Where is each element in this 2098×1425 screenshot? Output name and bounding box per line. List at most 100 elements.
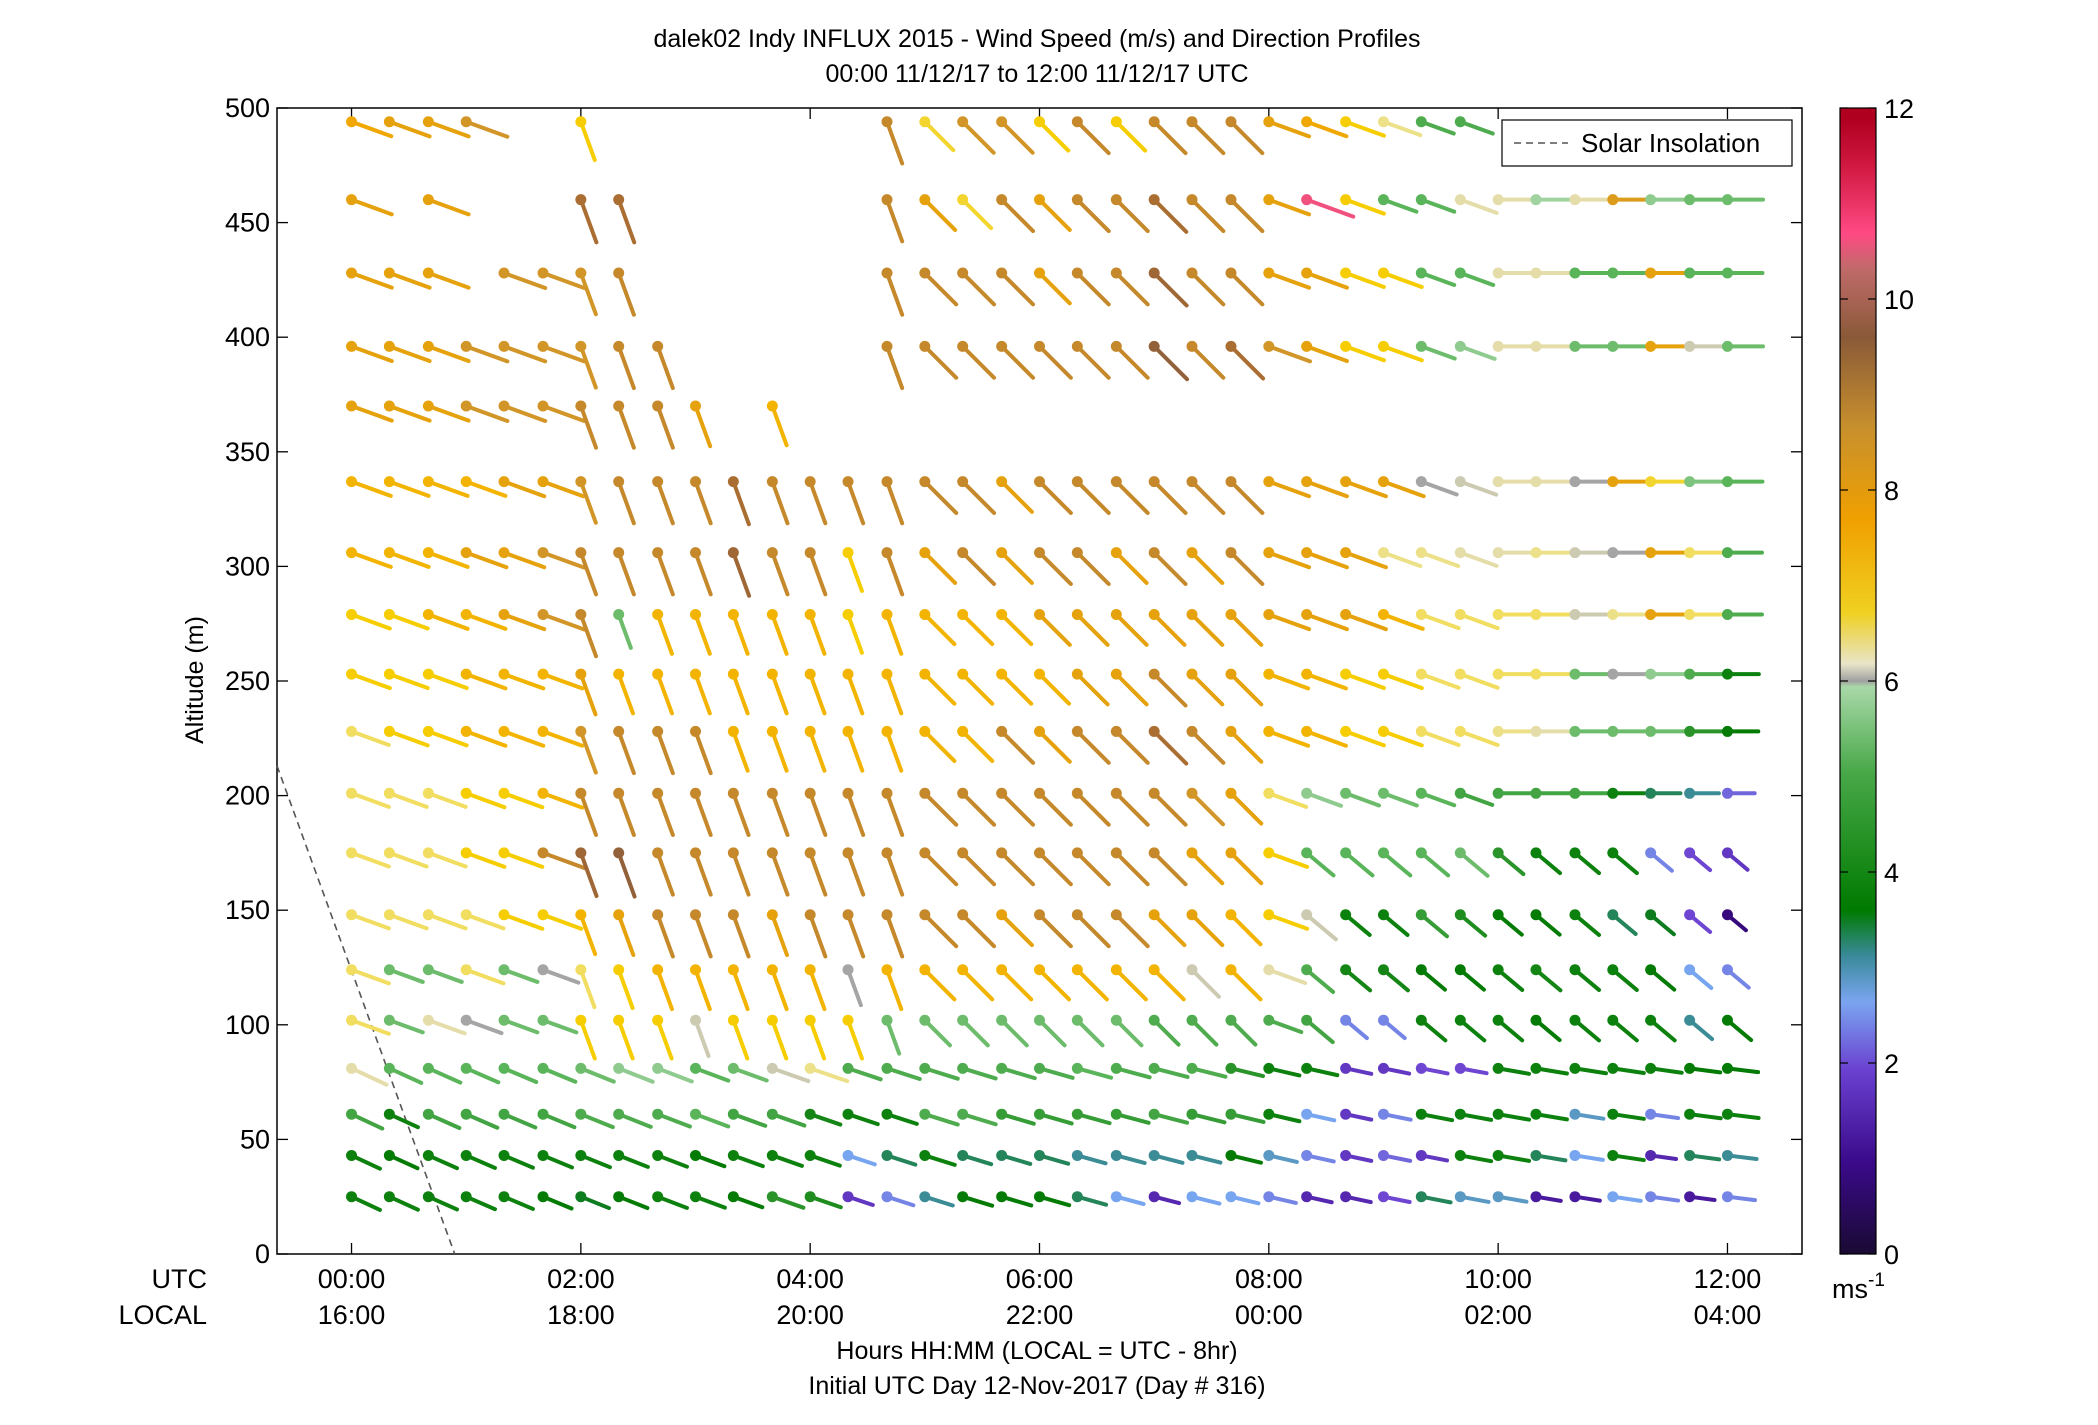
wind-barb-dot [1377, 340, 1389, 352]
wind-barb [1301, 668, 1348, 691]
wind-barb-dot [346, 909, 358, 921]
wind-barb-dot [460, 1014, 472, 1026]
wind-barb [1263, 476, 1312, 499]
wind-barb [804, 847, 828, 897]
wind-barb-shaft [1458, 271, 1496, 287]
wind-barb-dot [1301, 725, 1313, 737]
wind-barb [1415, 668, 1461, 690]
wind-barb-dot [1301, 547, 1313, 559]
wind-barb [537, 547, 587, 570]
wind-barb-dot [1569, 964, 1581, 976]
wind-barb-dot [1186, 909, 1198, 921]
wind-barb [1721, 847, 1750, 872]
wind-barb-shaft [1266, 912, 1310, 931]
wind-barb [690, 787, 713, 837]
wind-barb-dot [1377, 909, 1389, 921]
wind-barb-shaft [1343, 119, 1386, 138]
wind-barb [652, 609, 674, 656]
wind-barb [1569, 609, 1616, 621]
wind-barb [1645, 1062, 1684, 1075]
wind-barb-dot [881, 668, 893, 680]
wind-barb [1645, 668, 1690, 680]
wind-barb [1607, 964, 1639, 992]
wind-barb-shaft [349, 271, 394, 290]
wind-barb [1071, 847, 1111, 887]
wind-barb-dot [919, 787, 931, 799]
wind-barb [1148, 194, 1189, 234]
wind-barb-dot [1454, 725, 1466, 737]
wind-barb-dot [1454, 1014, 1466, 1026]
wind-barb-dot [422, 909, 434, 921]
wind-barb-shaft [999, 1066, 1037, 1081]
wind-barb-shaft [1190, 197, 1226, 234]
wind-barb-shaft [808, 1066, 850, 1084]
wind-barb-shaft [846, 729, 865, 773]
wind-barb-shaft [999, 912, 1034, 948]
wind-barb-shaft [885, 612, 904, 656]
wind-barb [460, 1149, 497, 1170]
wind-barb-dot [1225, 668, 1237, 680]
wind-barb [1607, 1062, 1646, 1075]
wind-barb [498, 267, 548, 291]
wind-barb-shaft [1419, 271, 1457, 287]
wind-barb [1607, 725, 1651, 737]
wind-barb [613, 267, 636, 317]
wind-barb-shaft [464, 912, 506, 931]
wind-barb [804, 787, 828, 837]
wind-barb-shaft [1190, 967, 1221, 999]
wind-barb-shaft [808, 672, 827, 716]
wind-barb-shaft [1037, 1018, 1067, 1048]
wind-barb-shaft [426, 119, 471, 139]
wind-barb-dot [1071, 267, 1083, 279]
wind-barb-dot [1225, 1062, 1237, 1074]
wind-barb [1186, 725, 1226, 765]
wind-barb-dot [804, 1108, 816, 1120]
wind-barb [1148, 787, 1188, 827]
wind-barb-shaft [693, 1018, 711, 1059]
wind-barb [690, 547, 713, 597]
wind-barb [1071, 476, 1111, 515]
wind-barb [881, 1191, 916, 1208]
wind-barb [383, 116, 432, 139]
wind-barb [957, 1062, 998, 1081]
wind-barb-shaft [999, 850, 1036, 887]
wind-barb-dot [1607, 609, 1619, 621]
wind-barb [383, 547, 431, 569]
wind-barb [881, 1014, 902, 1056]
wind-barb [1415, 964, 1447, 992]
wind-barb [383, 400, 432, 423]
wind-barb [1454, 909, 1488, 938]
wind-barb [613, 194, 637, 245]
x-tick-label-utc: 12:00 [1694, 1264, 1762, 1294]
wind-barb [957, 340, 997, 380]
wind-barb-dot [1415, 725, 1427, 737]
wind-barb [1186, 116, 1226, 156]
wind-barb-shaft [541, 672, 585, 691]
wind-barb-dot [422, 964, 434, 976]
wind-barb [1110, 340, 1150, 380]
wind-barb [1225, 668, 1264, 707]
wind-barb-dot [1034, 267, 1045, 279]
wind-barb-shaft [541, 403, 587, 423]
wind-barb-shaft [846, 479, 866, 526]
wind-barb-dot [996, 194, 1008, 206]
y-axis-label: Altitude (m) [181, 616, 209, 744]
wind-barb [1377, 476, 1426, 499]
wind-barb-dot [575, 1149, 587, 1161]
wind-barb [1225, 787, 1264, 826]
wind-barb-dot [690, 1062, 702, 1074]
wind-barb-dot [1034, 847, 1045, 859]
wind-barb [1607, 547, 1653, 559]
wind-barb [842, 847, 866, 897]
wind-barb-shaft [502, 672, 546, 691]
wind-barb-shaft [1458, 344, 1497, 361]
wind-barb-dot [1225, 609, 1237, 621]
wind-barb-shaft [655, 1066, 694, 1084]
wind-barb-dot [422, 1062, 434, 1074]
wind-barb-dot [881, 847, 893, 859]
wind-barb-dot [1569, 909, 1581, 921]
wind-barb-shaft [960, 344, 997, 380]
wind-barb-dot [498, 847, 510, 859]
wind-barb-dot [1492, 1062, 1504, 1074]
wind-barb-dot [996, 267, 1008, 279]
